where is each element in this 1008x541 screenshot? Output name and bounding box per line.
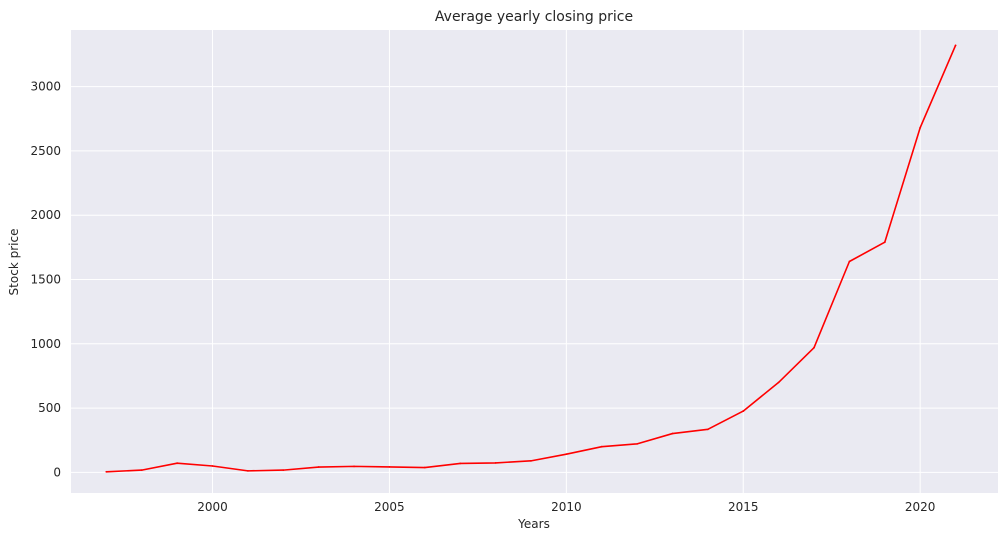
- data-point: [919, 126, 922, 129]
- x-tick-label: 2005: [374, 500, 405, 514]
- plot-area: [71, 30, 998, 493]
- data-point: [600, 445, 603, 448]
- data-point: [636, 442, 639, 445]
- data-point: [140, 469, 143, 472]
- data-point: [848, 260, 851, 263]
- data-point: [353, 465, 355, 468]
- data-point: [388, 465, 391, 468]
- data-point: [813, 346, 815, 349]
- grid-lines: [71, 30, 998, 493]
- data-point: [777, 381, 780, 384]
- data-point: [706, 428, 709, 431]
- data-point: [247, 469, 249, 472]
- x-axis-label: Years: [517, 517, 550, 531]
- series-layer: [105, 44, 957, 473]
- x-tick-label: 2010: [551, 500, 582, 514]
- y-tick-label: 1000: [30, 337, 61, 351]
- y-tick-labels: 0 500 1000 1500 2000 2500 3000: [30, 80, 61, 480]
- x-tick-label: 2015: [728, 500, 759, 514]
- data-point: [494, 462, 497, 464]
- y-tick-label: 0: [53, 465, 61, 479]
- data-point: [282, 469, 285, 472]
- data-point: [883, 241, 886, 244]
- data-point: [459, 462, 462, 465]
- x-tick-labels: 2000 2005 2010 2015 2020: [197, 500, 935, 514]
- data-point: [565, 453, 568, 456]
- data-point: [211, 465, 214, 467]
- y-tick-label: 1500: [30, 273, 61, 287]
- data-point: [176, 462, 179, 465]
- y-tick-label: 2000: [30, 208, 61, 222]
- data-point: [530, 459, 532, 462]
- x-tick-label: 2000: [197, 500, 228, 514]
- y-tick-label: 3000: [30, 80, 61, 94]
- data-point: [317, 466, 320, 468]
- y-tick-label: 2500: [30, 144, 61, 158]
- y-axis-label: Stock price: [7, 229, 21, 296]
- data-point: [954, 44, 957, 47]
- data-point: [423, 466, 426, 469]
- data-point: [742, 410, 745, 412]
- y-tick-label: 500: [38, 401, 61, 415]
- chart-title: Average yearly closing price: [435, 9, 633, 25]
- data-point: [671, 432, 674, 435]
- x-tick-label: 2020: [905, 500, 936, 514]
- data-point: [105, 470, 108, 473]
